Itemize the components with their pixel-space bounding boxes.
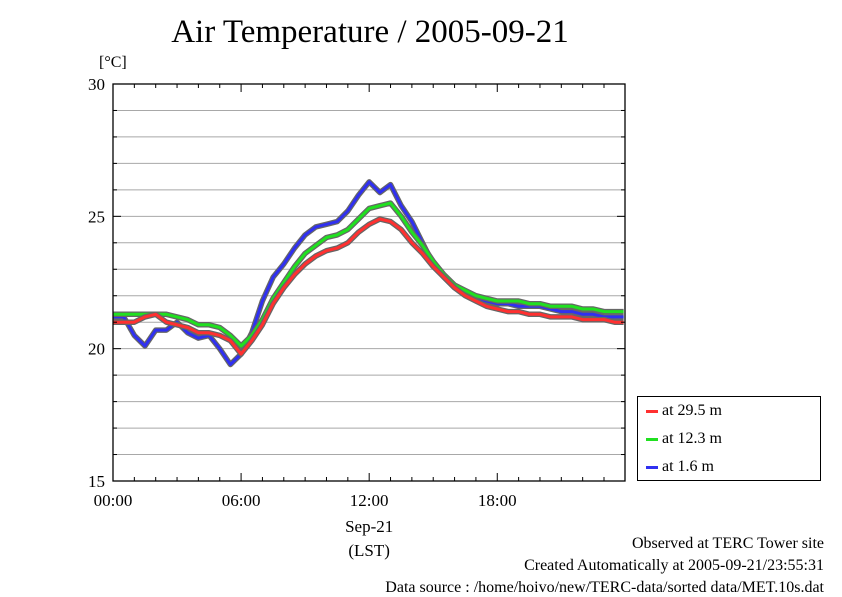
legend-item-series-3: at 1.6 m [646,457,714,477]
axis-ticks [112,83,625,482]
footer-created: Created Automatically at 2005-09-21/23:5… [524,557,824,574]
grid-lines [113,109,625,456]
x-axis-label: (LST) [348,541,390,560]
legend-swatch-series-1 [646,409,658,413]
legend-label-series-3: at 1.6 m [662,458,714,475]
series-line-2 [113,201,624,348]
legend-item-series-2: at 12.3 m [646,429,722,449]
chart-title: Air Temperature / 2005-09-21 [171,14,569,50]
footer-source: Data source : /home/hoivo/new/TERC-data/… [385,579,824,596]
x-tick-label: 12:00 [350,491,389,510]
tick-labels: 15 20 25 30 00:00 06:00 12:00 18:00 Sep-21 (LST) [88,75,517,560]
x-tick-label: 06:00 [222,491,261,510]
x-tick-label: 18:00 [478,491,517,510]
y-tick-label: 30 [88,75,105,94]
y-axis-unit-label: [°C] [99,54,127,71]
y-tick-label: 25 [88,207,105,226]
series-line-1 [113,217,624,356]
legend-swatch-series-3 [646,465,658,469]
y-tick-label: 15 [88,472,105,491]
legend-item-series-1: at 29.5 m [646,401,722,421]
plot-frame [112,83,626,482]
footer-site: Observed at TERC Tower site [631,535,824,552]
legend-label-series-2: at 12.3 m [662,430,722,447]
x-date-label: Sep-21 [345,517,393,536]
legend: at 29.5 m at 12.3 m at 1.6 m [637,396,821,481]
x-tick-label: 00:00 [94,491,133,510]
series-lines [113,179,624,368]
legend-swatch-series-2 [646,437,658,441]
legend-label-series-1: at 29.5 m [662,402,722,419]
y-tick-label: 20 [88,340,105,359]
